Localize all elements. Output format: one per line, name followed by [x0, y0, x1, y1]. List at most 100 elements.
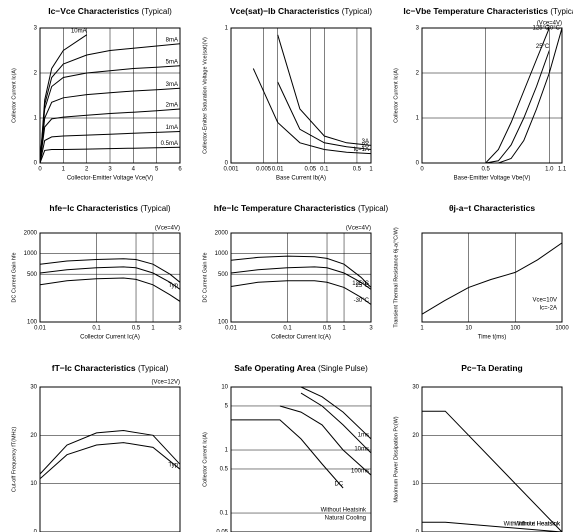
y-axis-label: Collector Current Ic(A): [202, 432, 208, 487]
series-line: [231, 419, 344, 489]
y-tick-label: 500: [27, 272, 38, 278]
y-tick-label: 0: [416, 161, 420, 167]
x-tick-label: 100: [510, 326, 521, 332]
y-axis-label: Collector-Emitter Saturation Voltage Vce…: [202, 37, 208, 154]
y-axis-label: Transient Thermal Resistance θj-a(°C/W): [393, 227, 399, 327]
x-tick-label: 1000: [555, 326, 569, 332]
series-label: 10ms: [354, 446, 369, 452]
y-tick-label: 0: [34, 530, 38, 532]
title-text: Ic−Vbe Temperature Characteristics: [403, 6, 548, 16]
x-tick-label: 10: [465, 326, 472, 332]
y-tick-label: 1000: [215, 251, 229, 257]
title-text: fT−Ic Characteristics: [52, 363, 136, 373]
series-line: [485, 50, 550, 163]
series-label: Typ: [168, 283, 178, 289]
plot-frame: [230, 232, 372, 323]
series-label: 1ms: [358, 432, 369, 438]
y-tick-label: 0.5: [220, 467, 229, 473]
series-line: [40, 65, 180, 163]
series-line: [300, 392, 371, 454]
series-line: [40, 131, 180, 163]
annotation: (Vce=4V): [155, 226, 180, 232]
x-tick-label: 3: [108, 167, 112, 173]
y-tick-label: 30: [30, 385, 37, 391]
x-tick-label: 0.5: [481, 167, 490, 173]
series-label: -30°C: [545, 26, 561, 32]
series-line: [40, 442, 180, 480]
y-tick-label: 10: [221, 385, 228, 391]
x-tick-label: 0.5: [132, 326, 141, 332]
plot-frame: [39, 232, 181, 323]
x-tick-label: 0.01: [34, 326, 46, 332]
y-tick-label: 500: [218, 272, 229, 278]
x-tick-label: 1: [151, 326, 155, 332]
y-tick-label: 1: [416, 116, 420, 122]
chart-subtitle: (Typical): [142, 7, 173, 16]
series-line: [231, 280, 371, 305]
chart-subtitle: (Typical): [342, 7, 373, 16]
y-tick-label: 1: [34, 116, 38, 122]
series-label: 0.5mA: [161, 141, 178, 147]
x-tick-label: 2: [85, 167, 89, 173]
annotation: (Vce=4V): [537, 21, 562, 27]
series-line: [40, 43, 180, 163]
y-axis-label: Collector Current Ic(A): [11, 68, 17, 123]
x-axis-label: Collector Current Ic(A): [80, 335, 140, 341]
series-label: 10mA: [71, 28, 87, 34]
title-text: Pc−Ta Derating: [461, 363, 523, 373]
title-text: hfe−Ic Temperature Characteristics: [214, 203, 356, 213]
x-axis-label: Collector Current Ic(A): [271, 335, 331, 341]
y-tick-label: 0.05: [216, 530, 228, 532]
x-tick-label: 1: [342, 326, 346, 332]
y-tick-label: 2000: [24, 231, 38, 237]
series-label: With Infinite Heatsink: [504, 522, 561, 528]
x-tick-label: 1: [62, 167, 66, 173]
y-tick-label: 20: [412, 433, 419, 439]
series-line: [300, 387, 371, 440]
x-tick-label: 5: [155, 167, 159, 173]
series-line: [231, 255, 371, 288]
y-tick-label: 1: [225, 26, 229, 32]
series-label: 100ms: [351, 469, 369, 475]
y-axis-label: Collector Current Ic(A): [393, 68, 399, 123]
y-tick-label: 0: [416, 530, 420, 532]
y-tick-label: 3: [34, 26, 38, 32]
chart-title: Ic−Vce Characteristics (Typical): [48, 6, 172, 16]
series-line: [40, 87, 180, 163]
x-tick-label: 3: [369, 326, 373, 332]
annotation: Vce=10V: [532, 298, 557, 304]
x-tick-label: 1.1: [558, 167, 567, 173]
series-label: 25°C: [536, 44, 550, 50]
series-label: 1mA: [166, 125, 178, 131]
y-tick-label: 2000: [215, 231, 229, 237]
chart-title: Vce(sat)−Ib Characteristics (Typical): [230, 6, 372, 16]
title-text: θj-a−t Characteristics: [449, 203, 535, 213]
series-line: [277, 81, 371, 150]
y-tick-label: 2: [34, 71, 38, 77]
x-tick-label: 0.005: [256, 167, 272, 173]
annotation: Without Heatsink: [321, 508, 367, 514]
chart-title: hfe−Ic Characteristics (Typical): [49, 203, 171, 213]
chart-subtitle: (Typical): [358, 204, 389, 213]
x-tick-label: 0.5: [353, 167, 362, 173]
y-axis-label: Maximum Power Dissipation Pc(W): [393, 416, 399, 502]
series-line: [422, 242, 562, 315]
y-tick-label: 30: [412, 385, 419, 391]
series-line: [485, 28, 550, 163]
series-line: [40, 108, 180, 163]
y-tick-label: 3: [416, 26, 420, 32]
annotation: (Vce=4V): [346, 226, 371, 232]
x-axis-label: Time t(ms): [478, 335, 506, 341]
y-tick-label: 100: [218, 320, 229, 326]
series-label: 5mA: [166, 59, 178, 65]
chart-title: fT−Ic Characteristics (Typical): [52, 363, 169, 373]
y-tick-label: 5: [225, 404, 229, 410]
series-line: [277, 34, 371, 146]
x-axis-label: Base Current Ib(A): [276, 176, 326, 182]
x-axis-label: Collector-Emitter Voltage Vce(V): [67, 176, 153, 182]
y-tick-label: 0: [225, 161, 229, 167]
y-tick-label: 2: [416, 71, 420, 77]
series-line: [252, 68, 371, 155]
series-label: Without Heatsink: [515, 522, 561, 528]
x-tick-label: 0.01: [272, 167, 284, 173]
